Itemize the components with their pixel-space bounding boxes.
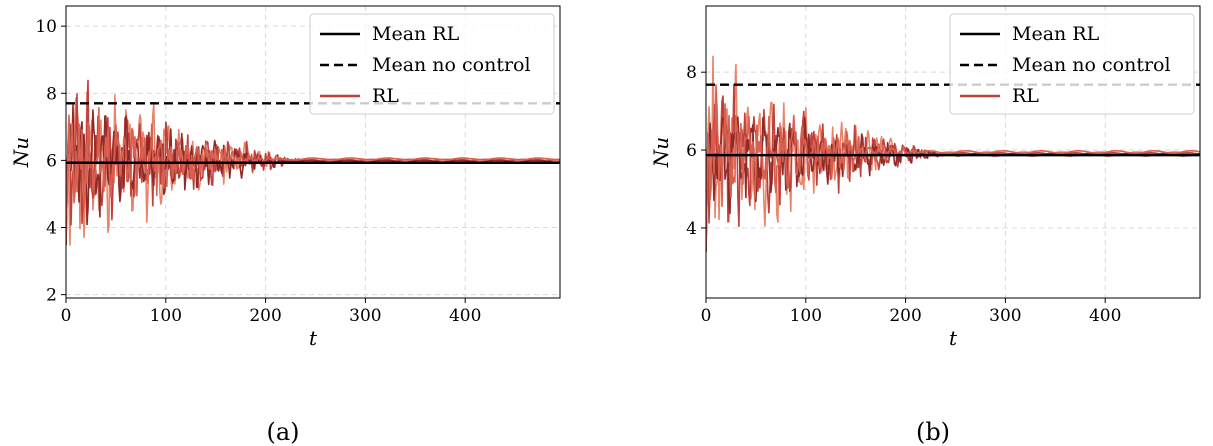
y-axis-label: Nu <box>9 137 33 168</box>
y-tick-label: 8 <box>46 84 57 104</box>
panel-a: 0 100 200 300 400 2 4 6 8 10 t Nu Mean RL Mean no con… <box>9 5 561 446</box>
y-tick-label: 6 <box>686 141 697 161</box>
x-tick-label: 0 <box>61 306 72 326</box>
y-tick-label: 8 <box>686 63 697 83</box>
x-axis-label: t <box>949 326 958 350</box>
panel-caption: (b) <box>916 418 950 446</box>
x-tick-label: 300 <box>349 306 381 326</box>
legend-box <box>309 13 555 115</box>
legend-label: Mean RL <box>372 23 460 45</box>
legend: Mean RL Mean no control RL <box>309 13 555 115</box>
x-tick-label: 100 <box>790 306 822 326</box>
plot-frame <box>65 5 561 299</box>
legend-box <box>949 13 1195 115</box>
y-tick-label: 4 <box>686 219 697 239</box>
legend-label: Mean RL <box>1012 23 1100 45</box>
rl-run-line-4 <box>66 107 560 244</box>
legend-label: RL <box>1012 85 1039 107</box>
y-tick-label: 10 <box>35 17 57 37</box>
x-tick-label: 200 <box>889 306 921 326</box>
legend-label: RL <box>372 85 399 107</box>
x-tick-label: 400 <box>1089 306 1121 326</box>
x-tick-label: 100 <box>150 306 182 326</box>
y-tick-label: 2 <box>46 286 57 306</box>
rl-run-line-4 <box>706 84 1200 250</box>
legend-label: Mean no control <box>1012 54 1171 76</box>
x-tick-label: 200 <box>249 306 281 326</box>
panel-caption: (a) <box>266 418 299 446</box>
plot-frame <box>705 5 1201 299</box>
x-tick-label: 0 <box>701 306 712 326</box>
legend: Mean RL Mean no control RL <box>949 13 1195 115</box>
y-tick-label: 4 <box>46 219 57 239</box>
y-tick-label: 6 <box>46 151 57 171</box>
legend-label: Mean no control <box>372 54 531 76</box>
x-axis-label: t <box>309 326 318 350</box>
x-tick-label: 300 <box>989 306 1021 326</box>
x-tick-label: 400 <box>449 306 481 326</box>
panel-b: 0 100 200 300 400 4 6 8 t Nu Mean RL Mean no contro… <box>649 5 1201 446</box>
y-axis-label: Nu <box>649 137 673 168</box>
